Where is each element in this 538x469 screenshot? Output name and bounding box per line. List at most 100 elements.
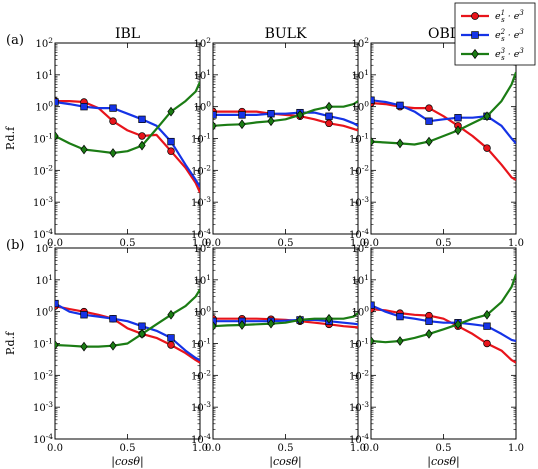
plot-frame xyxy=(370,247,517,440)
y-tick-label: 101 xyxy=(351,273,369,287)
series-line xyxy=(55,305,200,364)
x-tick-label: 0.5 xyxy=(120,443,136,454)
data-point xyxy=(109,148,117,158)
data-point xyxy=(396,312,404,321)
data-point xyxy=(238,320,246,330)
data-point xyxy=(109,117,117,125)
x-tick-label: 1.0 xyxy=(192,443,208,454)
y-tick-label: 10-1 xyxy=(33,132,53,146)
data-point xyxy=(213,321,217,332)
x-tick-label: 0.5 xyxy=(278,238,294,249)
series-line xyxy=(371,273,516,344)
plot-frame xyxy=(212,42,359,235)
data-point xyxy=(167,341,175,349)
y-tick-label: 102 xyxy=(193,36,211,50)
x-axis-label: |cosθ| xyxy=(427,455,459,469)
y-tick-label: 10-3 xyxy=(33,195,53,209)
y-tick-label: 102 xyxy=(351,36,369,50)
legend-label: e2 s · e3 xyxy=(495,28,524,43)
x-tick-label: 0.5 xyxy=(120,238,136,249)
x-tick-label: 0.5 xyxy=(278,443,294,454)
y-tick-label: 10-2 xyxy=(349,368,369,382)
y-tick-label: 10-1 xyxy=(191,132,211,146)
plot-frame xyxy=(370,42,517,235)
data-point xyxy=(454,114,462,122)
x-tick-label: 1.0 xyxy=(350,238,366,249)
data-point xyxy=(167,106,175,117)
legend-label: e3 s · e3 xyxy=(495,47,524,62)
row-label-a: (a) xyxy=(6,33,24,48)
data-point xyxy=(167,334,175,342)
x-axis-label: |cosθ| xyxy=(111,455,143,469)
data-point xyxy=(371,336,375,346)
panel-a-2: 10-4 10-3 10-2 10-1 100 101 102 0.0 0.5 1.0 BULK xyxy=(191,26,366,249)
y-tick-label: 10-3 xyxy=(349,400,369,414)
x-tick-label: 0.0 xyxy=(363,238,379,249)
y-tick-label: 101 xyxy=(193,273,211,287)
data-point xyxy=(371,301,375,309)
y-tick-label: 10-4 xyxy=(33,227,53,241)
data-point xyxy=(396,101,404,109)
x-tick-label: 0.5 xyxy=(436,443,452,454)
x-tick-label: 0.0 xyxy=(47,238,63,249)
y-tick-label: 10-4 xyxy=(33,432,53,446)
data-point xyxy=(296,315,304,325)
data-point xyxy=(80,144,88,155)
data-point xyxy=(267,318,275,329)
row-label-b: (b) xyxy=(6,238,24,253)
data-point xyxy=(425,117,433,125)
data-point xyxy=(325,119,333,128)
data-point xyxy=(371,136,375,147)
plot-frame xyxy=(212,247,359,440)
y-tick-label: 101 xyxy=(193,68,211,82)
data-point xyxy=(371,96,375,104)
x-tick-label: 1.0 xyxy=(192,238,208,249)
panel-b-2: 10-4 10-3 10-2 10-1 100 101 102 0.0 0.5 1.0 |cosθ| xyxy=(191,241,366,469)
data-point xyxy=(55,131,59,141)
y-tick-label: 10-3 xyxy=(33,400,53,414)
data-point xyxy=(213,120,217,131)
x-tick-label: 1.0 xyxy=(508,443,524,454)
y-tick-label: 10-1 xyxy=(191,337,211,351)
panel-a-3: 10-4 10-3 10-2 10-1 100 101 102 0.0 0.5 1.0 OBL xyxy=(349,26,524,249)
y-tick-label: 10-4 xyxy=(349,432,369,446)
data-point xyxy=(425,317,433,325)
y-tick-label: 100 xyxy=(35,305,53,319)
y-tick-label: 102 xyxy=(351,241,369,255)
x-tick-label: 0.0 xyxy=(205,238,221,249)
data-point xyxy=(138,140,146,151)
x-axis-label: |cosθ| xyxy=(269,455,301,469)
data-point xyxy=(454,319,462,330)
plot-frame xyxy=(54,42,201,235)
y-tick-label: 100 xyxy=(193,305,211,319)
y-tick-label: 10-1 xyxy=(349,337,369,351)
data-point xyxy=(55,340,59,350)
legend-marker xyxy=(471,12,479,20)
x-tick-label: 0.0 xyxy=(47,443,63,454)
series-line xyxy=(371,101,516,181)
data-point xyxy=(167,147,175,155)
x-tick-label: 1.0 xyxy=(508,238,524,249)
data-point xyxy=(396,138,404,149)
y-tick-label: 10-4 xyxy=(191,227,211,241)
data-point xyxy=(138,115,146,123)
y-tick-label: 102 xyxy=(35,241,53,255)
y-tick-label: 101 xyxy=(35,68,53,82)
series-line xyxy=(371,304,516,343)
data-point xyxy=(55,299,59,308)
y-tick-label: 102 xyxy=(35,36,53,50)
data-point xyxy=(454,125,462,136)
data-point xyxy=(325,101,333,112)
data-point xyxy=(55,98,59,106)
data-point xyxy=(483,111,491,122)
panel-title: OBL xyxy=(428,26,459,42)
data-point xyxy=(109,315,117,323)
y-axis-label: P.d.f xyxy=(4,331,17,355)
panel-a-1: 10-4 10-3 10-2 10-1 100 101 102 0.0 0.5 1.0 IBL P.d… xyxy=(4,26,208,249)
y-tick-label: 10-4 xyxy=(349,227,369,241)
series-line xyxy=(55,288,200,348)
data-point xyxy=(213,111,217,119)
y-tick-label: 100 xyxy=(351,100,369,114)
legend-marker xyxy=(471,31,479,39)
